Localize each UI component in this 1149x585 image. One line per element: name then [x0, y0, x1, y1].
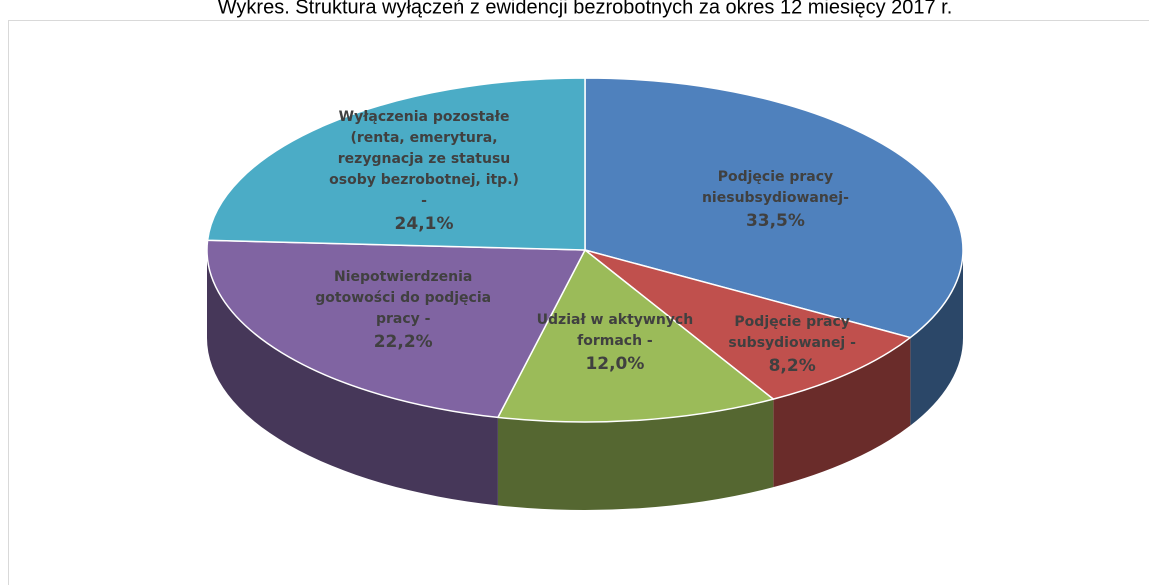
label-box: Udział w aktywnych formach - 12,0%	[515, 279, 715, 409]
slice	[584, 77, 964, 339]
label-box: Podjęcie pracy niesubsydiowanej- 33,5%	[675, 136, 875, 266]
category-label: Niepotwierdzenia gotowości do podjęcia p…	[315, 269, 492, 328]
slice-label: Udział w aktywnych formach - 12,0%	[515, 279, 715, 409]
slice	[584, 249, 912, 400]
slice	[206, 77, 586, 251]
slice-side	[773, 337, 911, 488]
category-label: Udział w aktywnych formach -	[536, 311, 694, 349]
slice-side	[497, 399, 774, 510]
label-box: Podjęcie pracy subsydiowanej - 8,2%	[692, 280, 892, 410]
slice	[497, 249, 775, 423]
chart-title: Wykres. Struktura wyłączeń z ewidencji b…	[218, 0, 953, 18]
slice-label: Wyłączenia pozostałe (renta, emerytura, …	[324, 107, 524, 237]
category-label: Wyłączenia pozostałe (renta, emerytura, …	[329, 109, 519, 210]
label-box: Wyłączenia pozostałe (renta, emerytura, …	[324, 107, 524, 237]
value-label: 8,2%	[768, 355, 816, 376]
category-label: Podjęcie pracy subsydiowanej -	[728, 313, 856, 351]
slice	[206, 239, 586, 419]
chart-border	[8, 20, 1149, 585]
value-label: 22,2%	[373, 332, 433, 353]
value-label: 12,0%	[585, 353, 645, 374]
slice-label: Podjęcie pracy subsydiowanej - 8,2%	[692, 280, 892, 410]
slice-side	[207, 250, 498, 506]
value-label: 24,1%	[394, 214, 454, 235]
slice-side	[910, 250, 963, 426]
value-label: 33,5%	[745, 210, 805, 231]
slice-label: Podjęcie pracy niesubsydiowanej- 33,5%	[675, 136, 875, 266]
sides	[207, 250, 963, 510]
tops	[206, 77, 964, 423]
slice-label: Niepotwierdzenia gotowości do podjęcia p…	[303, 247, 503, 377]
label-box: Niepotwierdzenia gotowości do podjęcia p…	[303, 247, 503, 377]
category-label: Podjęcie pracy niesubsydiowanej-	[701, 168, 849, 206]
